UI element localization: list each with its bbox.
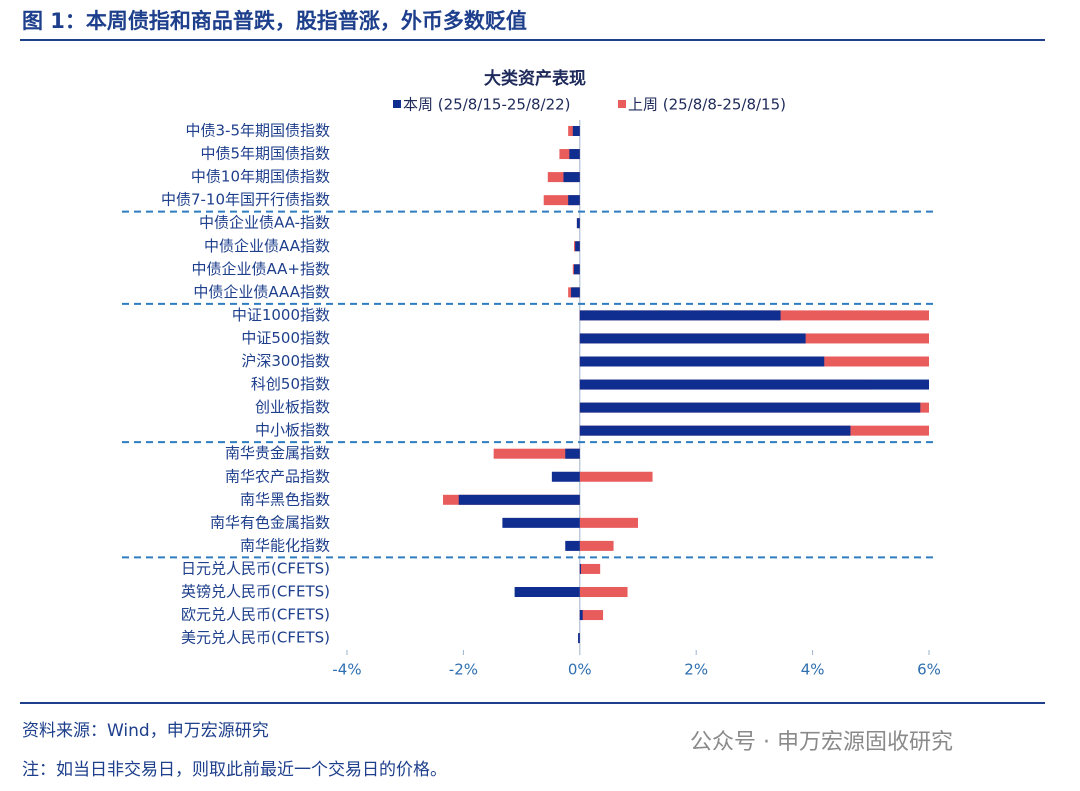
x-tick-label: 0% bbox=[568, 661, 592, 679]
legend-swatch bbox=[618, 100, 626, 108]
bar bbox=[565, 540, 580, 551]
bar bbox=[569, 149, 580, 160]
bar bbox=[543, 195, 580, 206]
category-label: 南华贵金属指数 bbox=[225, 444, 330, 462]
bar bbox=[579, 563, 581, 574]
category-label: 中债10年期国债指数 bbox=[191, 168, 330, 186]
bar bbox=[579, 610, 604, 621]
category-label: 南华有色金属指数 bbox=[210, 513, 330, 531]
bar bbox=[458, 494, 580, 505]
legend-label: 本周 (25/8/15-25/8/22) bbox=[403, 96, 571, 114]
page-title: 图 1：本周债指和商品普跌，股指普涨，外币多数贬值 bbox=[22, 9, 527, 33]
bar bbox=[579, 425, 851, 436]
category-label: 美元兑人民币(CFETS) bbox=[181, 629, 330, 647]
bar bbox=[568, 195, 580, 206]
bar bbox=[579, 610, 583, 621]
bar bbox=[571, 287, 580, 298]
category-label: 中债7-10年国开行债指数 bbox=[161, 191, 330, 209]
category-label: 中债企业债AAA指数 bbox=[193, 283, 330, 301]
bar bbox=[579, 517, 638, 528]
legend-swatch bbox=[393, 100, 401, 108]
category-label: 中债企业债AA+指数 bbox=[191, 260, 330, 278]
category-label: 中债企业债AA指数 bbox=[204, 237, 330, 255]
bar bbox=[579, 563, 601, 574]
bar bbox=[579, 356, 825, 367]
category-label: 中证1000指数 bbox=[232, 306, 330, 324]
category-label: 中证500指数 bbox=[241, 329, 330, 347]
bar bbox=[575, 241, 580, 252]
bar bbox=[502, 517, 580, 528]
category-label: 沪深300指数 bbox=[241, 352, 330, 370]
category-label: 欧元兑人民币(CFETS) bbox=[181, 606, 330, 624]
category-label: 中债5年期国债指数 bbox=[200, 145, 330, 163]
bar bbox=[578, 633, 580, 644]
category-label: 中小板指数 bbox=[255, 421, 330, 439]
bar bbox=[563, 172, 580, 183]
chart-title: 大类资产表现 bbox=[484, 68, 586, 89]
bar bbox=[576, 218, 580, 229]
category-label: 日元兑人民币(CFETS) bbox=[181, 559, 330, 577]
category-label: 南华能化指数 bbox=[240, 536, 330, 554]
watermark: 公众号 · 申万宏源固收研究 bbox=[690, 730, 953, 755]
bar bbox=[579, 333, 806, 344]
x-tick-label: -2% bbox=[449, 661, 478, 679]
note: 注：如当日非交易日，则取此前最近一个交易日的价格。 bbox=[22, 760, 447, 780]
bar bbox=[579, 402, 921, 413]
x-tick-label: -4% bbox=[332, 661, 361, 679]
bar bbox=[579, 587, 628, 597]
bar bbox=[579, 310, 781, 321]
category-label: 科创50指数 bbox=[251, 375, 330, 393]
category-label: 创业板指数 bbox=[255, 398, 330, 416]
source: 资料来源：Wind，申万宏源研究 bbox=[22, 721, 269, 741]
bar bbox=[573, 264, 580, 275]
bar bbox=[579, 540, 614, 551]
category-label: 中债企业债AA-指数 bbox=[199, 214, 330, 232]
bar bbox=[579, 471, 653, 482]
bar bbox=[565, 448, 580, 459]
x-tick-label: 2% bbox=[684, 661, 708, 679]
category-label: 英镑兑人民币(CFETS) bbox=[181, 583, 330, 601]
category-label: 南华农产品指数 bbox=[225, 467, 330, 485]
category-label: 南华黑色指数 bbox=[240, 490, 330, 508]
x-tick-label: 4% bbox=[801, 661, 825, 679]
bar bbox=[493, 448, 580, 459]
bar bbox=[514, 587, 580, 597]
legend-label: 上周 (25/8/8-25/8/15) bbox=[628, 96, 786, 114]
bar bbox=[551, 471, 580, 482]
x-tick-label: 6% bbox=[917, 661, 941, 679]
category-label: 中债3-5年期国债指数 bbox=[185, 122, 330, 140]
bar bbox=[579, 379, 929, 390]
bar bbox=[572, 126, 580, 136]
